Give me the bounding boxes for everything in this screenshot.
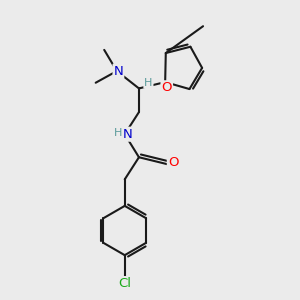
Text: Cl: Cl — [118, 277, 131, 290]
Text: N: N — [113, 64, 123, 78]
Text: H: H — [144, 78, 153, 88]
Text: O: O — [168, 156, 178, 169]
Text: H: H — [114, 128, 122, 138]
Text: O: O — [161, 81, 172, 94]
Text: N: N — [123, 128, 133, 141]
